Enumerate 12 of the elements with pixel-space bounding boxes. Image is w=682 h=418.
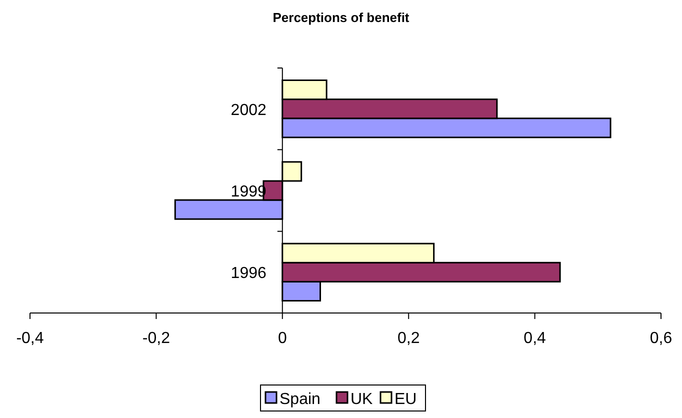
x-tick-label: -0,2 (142, 330, 170, 347)
chart-title: Perceptions of benefit (272, 10, 410, 25)
x-tick-label: -0,4 (16, 330, 44, 347)
x-tick-label: 0,6 (650, 330, 672, 347)
x-tick-label: 0 (278, 330, 287, 347)
x-tick-label: 0,2 (397, 330, 420, 347)
y-tick-label: 1996 (230, 265, 266, 282)
x-tick-label: 0,4 (524, 330, 546, 347)
legend-label: Spain (280, 391, 320, 408)
y-tick-label: 2002 (230, 102, 266, 119)
legend-label: EU (394, 391, 417, 408)
legend-label: UK (350, 391, 374, 408)
